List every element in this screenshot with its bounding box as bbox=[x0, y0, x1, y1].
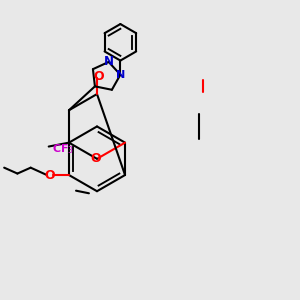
Text: O: O bbox=[90, 152, 101, 165]
Text: N: N bbox=[116, 70, 125, 80]
Text: CF$_3$: CF$_3$ bbox=[52, 142, 74, 156]
Text: O: O bbox=[44, 169, 55, 182]
Text: N: N bbox=[104, 56, 114, 68]
Text: O: O bbox=[93, 70, 104, 83]
